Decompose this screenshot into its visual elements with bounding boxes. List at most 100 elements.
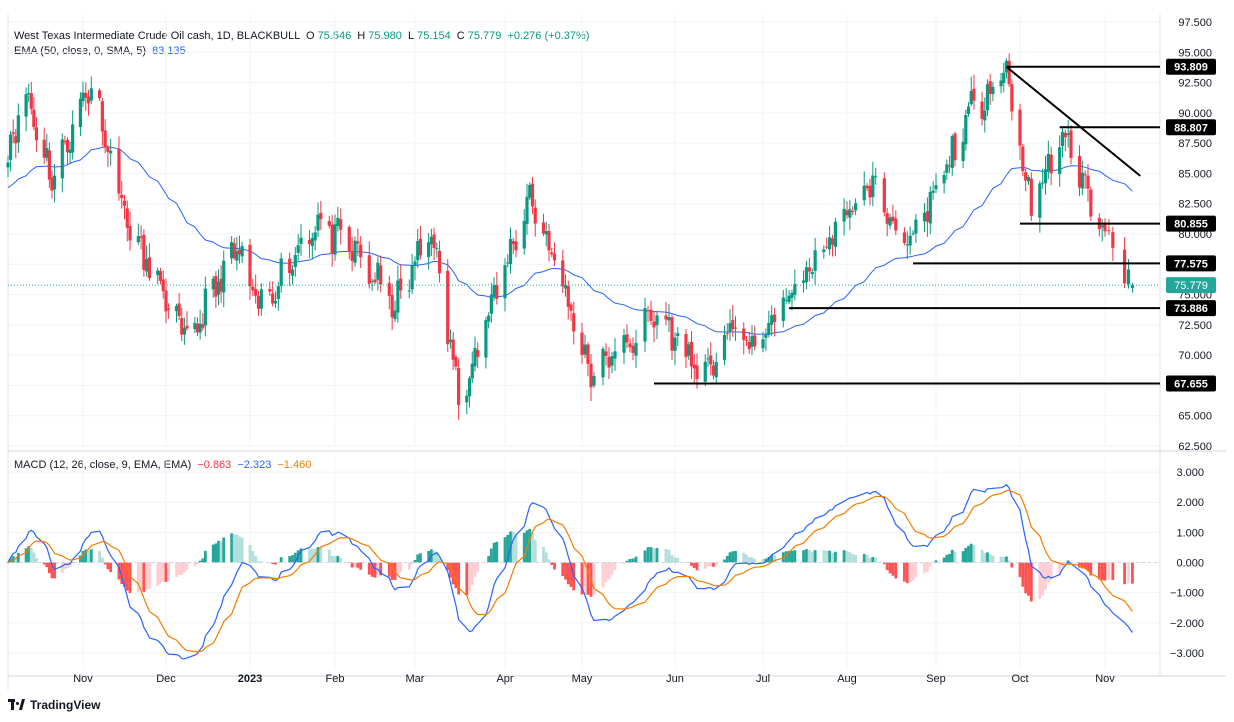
macd-histogram-bar [607,562,611,580]
candle [211,275,215,298]
candle [339,208,343,245]
candle-body [259,289,263,309]
candle [631,337,635,361]
macd-legend[interactable]: MACD (12, 26, close, 9, EMA, EMA) −0.863… [14,459,311,471]
candle [750,324,754,356]
candle [1038,180,1042,233]
macd-line-value: −2.323 [237,459,272,471]
candle-body [667,317,671,321]
macd-histogram-bar [87,550,90,563]
candle-body [237,249,242,255]
candle [891,204,895,224]
ema-50-line [7,146,1133,335]
candle [1077,145,1082,197]
macd-histogram-bar [125,562,129,591]
candle [676,327,680,347]
candle-body [569,304,573,311]
price-axis-tick: 97.500 [1178,17,1212,29]
candle-body [592,376,596,386]
candle-body [793,283,797,295]
candle [353,236,357,267]
candle-body [550,252,554,255]
candle-body [465,395,469,403]
candle [367,241,371,289]
candle-body [888,217,892,226]
macd-histogram-bar [649,547,653,563]
macd-histogram-bar [851,553,855,563]
candle-body [1080,172,1084,189]
candle [34,117,39,152]
macd-histogram-bar [139,562,143,591]
candle [552,242,557,267]
candle-body [254,288,258,296]
macd-histogram-bar [742,552,746,563]
change-value: +0.276 (+0.37%) [507,30,590,42]
candle [11,119,15,144]
candle [964,109,968,151]
candle-body [530,183,535,207]
macd-histogram [6,528,1134,602]
candle-body [552,253,557,261]
candle-body [851,210,855,212]
macd-histogram-bar [888,562,892,574]
tradingview-brand[interactable]: TradingView [8,698,100,712]
level-price-label: 73.886 [1174,303,1208,315]
candle [922,203,927,233]
macd-histogram-bar [1010,562,1014,568]
candle [413,256,417,281]
candle-body [634,343,638,356]
candle-body [161,279,165,292]
symbol-title[interactable]: West Texas Intermediate Crude Oil cash, … [14,30,300,42]
macd-histogram-bar [29,547,33,563]
macd-histogram-bar [882,562,886,565]
candle [733,316,738,342]
candle [164,278,168,324]
macd-histogram-bar [745,554,748,563]
candle-body [492,284,496,297]
macd-histogram-bar [725,555,729,563]
candle [254,274,258,304]
macd-histogram-bar [313,548,317,563]
macd-histogram-bar [159,562,162,584]
macd-histogram-bar [506,534,510,563]
macd-histogram-bar [288,556,292,563]
macd-histogram-bar [923,562,926,574]
candle-body [922,212,927,222]
macd-histogram-bar [1086,562,1090,571]
candle [473,336,477,372]
macd-histogram-bar [271,562,275,564]
time-axis-tick: Aug [837,673,857,685]
candle-body [503,265,507,299]
candle-body [942,175,946,184]
candle [1018,103,1022,160]
candle-body [833,221,838,247]
candle-body [81,92,85,102]
macd-histogram-bar [396,562,400,575]
candle-body [235,251,239,261]
candle-body [1130,285,1135,288]
candle-body [296,245,300,253]
macd-histogram-bar [643,550,647,563]
candle [914,213,918,243]
candle [1089,186,1093,221]
candle-body [327,221,331,226]
macd-histogram-bar [432,550,436,563]
candle-body [646,310,650,312]
macd-histogram-bar [610,562,614,575]
candle-body [525,196,529,224]
candle [429,228,433,257]
ema-legend[interactable]: EMA (50, close, 0, SMA, 5) 83.135 [14,45,186,57]
macd-histogram-bar [934,560,938,563]
candle-body [347,227,351,252]
candle-body [583,344,587,355]
candle-body [744,339,749,341]
macd-histogram-bar [764,558,768,563]
candle [313,226,317,251]
candle [237,235,242,264]
candle-body [470,363,474,379]
macd-histogram-bar [350,562,354,568]
candle-body [435,248,439,250]
macd-histogram-bar [484,562,488,563]
candle [1043,155,1048,195]
